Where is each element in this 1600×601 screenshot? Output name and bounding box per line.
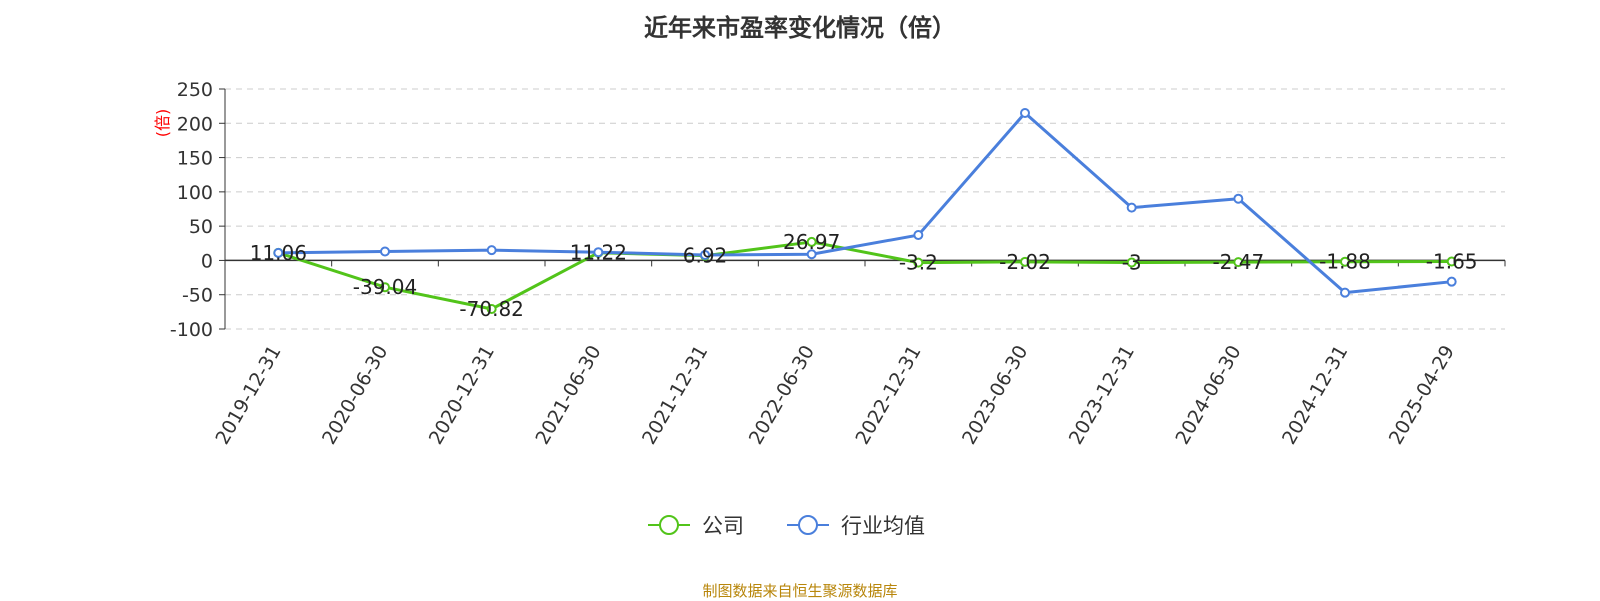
y-tick-label: 100 [177, 182, 213, 204]
data-point [1126, 257, 1137, 268]
x-tick-label: 2023-12-31 [1065, 342, 1139, 449]
data-label: 6.92 [683, 244, 728, 268]
data-point [380, 282, 390, 293]
source-note: 制图数据来自恒生聚源数据库 [702, 582, 898, 600]
data-point [1446, 276, 1457, 287]
x-tick-label: 2020-12-31 [425, 342, 499, 449]
data-point [380, 246, 390, 257]
series-line-0 [277, 240, 1452, 311]
chart-title: 近年来市盈率变化情况（倍） [644, 14, 956, 42]
data-point [1340, 287, 1350, 298]
data-point [1233, 193, 1244, 204]
legend: 公司 行业均值 [648, 514, 925, 538]
x-tick-label: 2021-06-30 [531, 342, 605, 449]
y-tick-label: 250 [177, 79, 213, 101]
data-point [1020, 108, 1030, 118]
x-tick-label: 2022-12-31 [851, 342, 925, 449]
series-line-1 [278, 111, 1452, 295]
x-tick-label: 2024-12-31 [1278, 342, 1352, 449]
data-point [1233, 257, 1244, 268]
data-point [913, 230, 924, 241]
data-label: -1.65 [1426, 250, 1478, 274]
data-point [593, 247, 604, 258]
data-point [806, 236, 817, 247]
data-label: -1.88 [1319, 250, 1371, 274]
y-tick-label: -50 [182, 285, 213, 307]
x-tick-label: 2022-06-30 [745, 342, 819, 449]
y-tick-label: 200 [177, 113, 213, 135]
x-tick-label: 2021-12-31 [638, 342, 712, 449]
data-label: -70.82 [459, 297, 523, 321]
legend-marker-icon [798, 515, 818, 535]
data-point [806, 249, 817, 260]
data-point [273, 247, 284, 258]
y-tick-label: -100 [170, 319, 213, 341]
x-tick-label: 2019-12-31 [211, 342, 285, 449]
x-tick-label: 2024-06-30 [1171, 342, 1245, 449]
data-label: -39.04 [353, 275, 417, 299]
series-lines [273, 108, 1457, 314]
x-tick-label: 2025-04-29 [1385, 342, 1459, 449]
x-tick-label: 2020-06-30 [318, 342, 392, 449]
data-label: -2.47 [1212, 250, 1264, 274]
y-tick-label: 150 [177, 148, 213, 170]
y-axis-label: (倍) [153, 109, 172, 138]
y-tick-label: 0 [201, 250, 213, 272]
data-point [1020, 256, 1030, 267]
data-point [1126, 202, 1137, 213]
data-point [700, 249, 710, 260]
data-label: -2.02 [999, 250, 1051, 274]
legend-label: 公司 [702, 514, 744, 538]
data-label: 11.22 [570, 241, 627, 265]
data-label: 26.97 [783, 230, 840, 254]
data-label: -3 [1122, 250, 1142, 274]
data-point [1446, 256, 1457, 267]
x-tick-label: 2023-06-30 [958, 342, 1032, 449]
data-label: -3.2 [899, 251, 938, 275]
data-point [1340, 256, 1350, 267]
data-point [913, 257, 924, 268]
grid-lines [225, 88, 1505, 330]
data-labels: 11.06 -39.04 -70.82 11.22 6.92 26.97 -3.2 -2.02… [250, 230, 1478, 321]
y-tick-label: 50 [189, 216, 213, 238]
data-point [486, 303, 497, 314]
legend-marker-icon [659, 515, 679, 535]
axes: 250 200 150 100 50 0 -50 -100 (倍) 2019-12-31 2020-… [153, 79, 1506, 449]
data-label: 11.06 [250, 241, 307, 265]
legend-label: 行业均值 [841, 514, 925, 538]
data-point [486, 245, 497, 256]
